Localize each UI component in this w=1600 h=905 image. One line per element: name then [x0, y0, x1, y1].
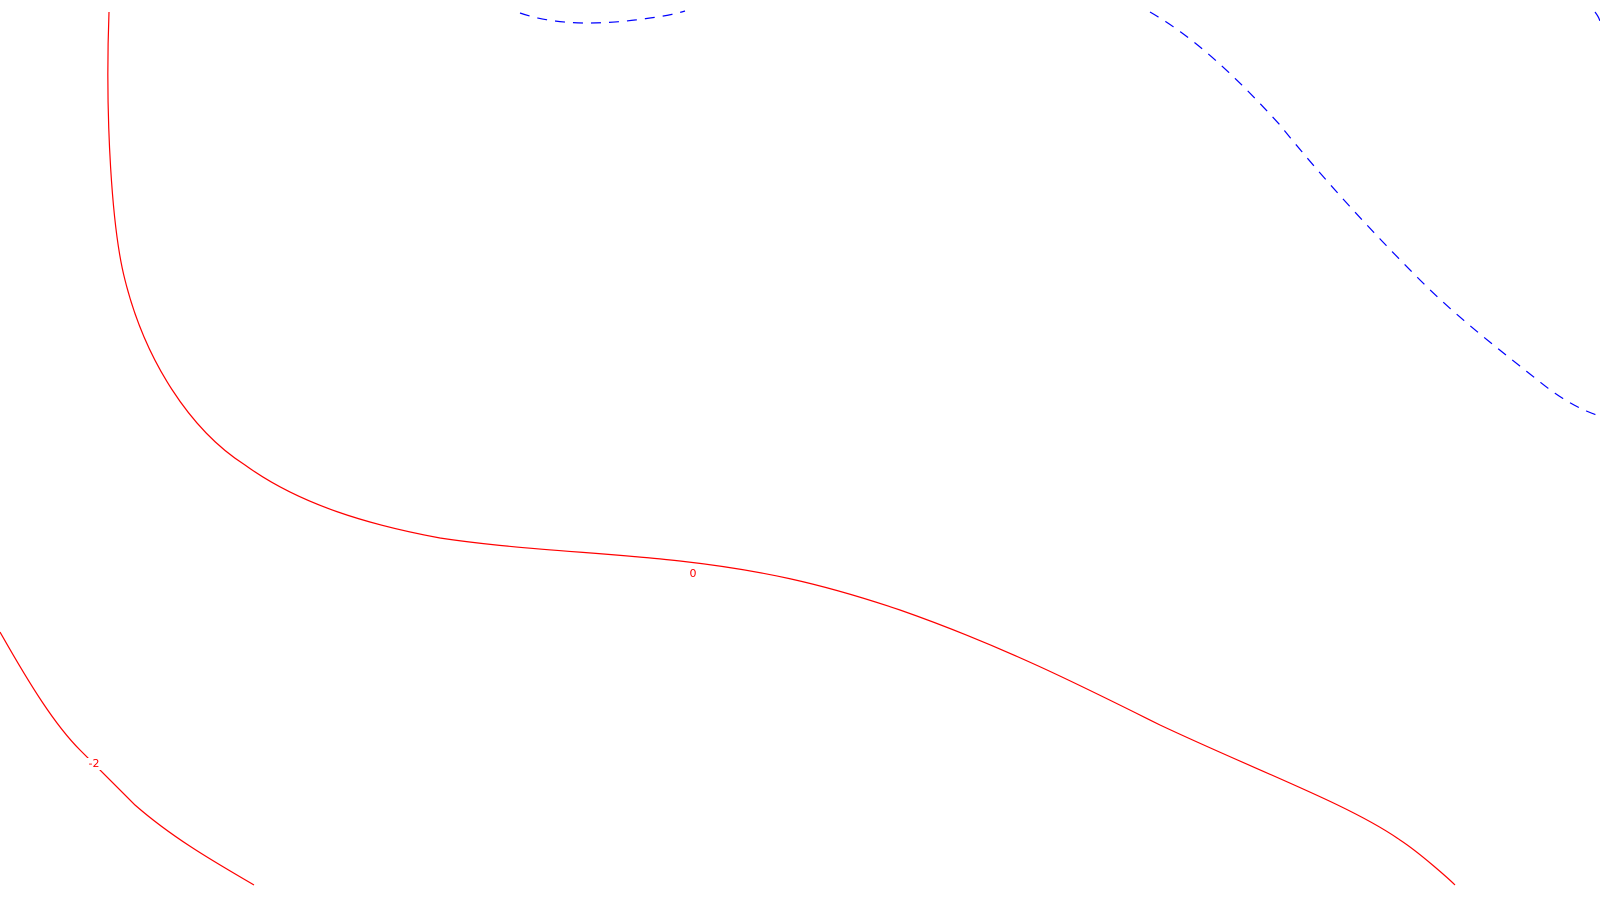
contour-label-neg2: -2 [89, 757, 100, 770]
contour-line-0 [107, 11, 1456, 886]
contour-line-top-dashed [519, 10, 686, 24]
contour-line-neg2 [0, 631, 255, 886]
contour-line-right-dashed [1149, 11, 1600, 417]
contour-line-corner-dashed [1594, 11, 1600, 23]
contour-label-0: 0 [690, 567, 697, 580]
contour-label-bg-neg2 [87, 758, 101, 770]
contour-label-bg-0 [688, 567, 698, 579]
